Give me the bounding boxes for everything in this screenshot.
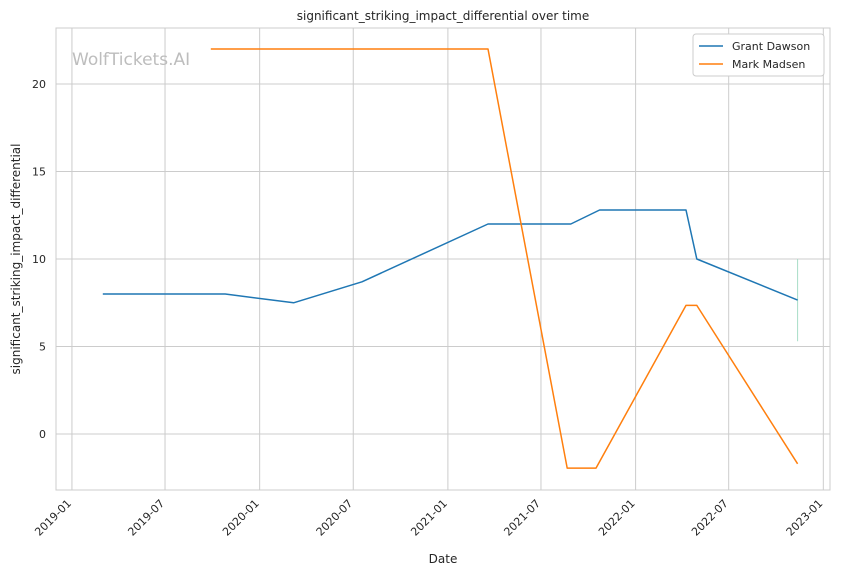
x-tick-label: 2023-01 <box>784 497 826 539</box>
y-tick-label: 5 <box>39 341 46 354</box>
legend: Grant Dawson Mark Madsen <box>692 33 825 77</box>
legend-label-grant-dawson: Grant Dawson <box>732 40 810 53</box>
x-tick-label: 2022-01 <box>596 497 638 539</box>
series-layer <box>102 48 799 469</box>
x-tick-label: 2019-07 <box>125 497 167 539</box>
grid-lines <box>56 28 830 490</box>
y-axis-title: significant_striking_impact_differential <box>9 144 23 375</box>
x-tick-label: 2021-01 <box>408 497 450 539</box>
watermark: WolfTickets.AI <box>72 50 190 70</box>
y-tick-label: 10 <box>32 253 46 266</box>
x-tick-label: 2021-07 <box>501 497 543 539</box>
series-line-grant-dawson <box>102 209 798 304</box>
x-axis-ticks: 2019-01 2019-07 2020-01 2020-07 2021-01 2021-… <box>32 497 825 539</box>
legend-box <box>692 33 825 77</box>
y-tick-label: 15 <box>32 166 46 179</box>
x-axis-title: Date <box>429 552 458 566</box>
legend-label-mark-madsen: Mark Madsen <box>732 58 805 71</box>
x-tick-label: 2020-07 <box>314 497 356 539</box>
x-tick-label: 2019-01 <box>32 497 74 539</box>
y-tick-label: 0 <box>39 428 46 441</box>
chart-title: significant_striking_impact_differential… <box>297 9 589 23</box>
y-tick-label: 20 <box>32 78 46 91</box>
series-line-mark-madsen <box>210 48 799 469</box>
x-tick-label: 2020-01 <box>220 497 262 539</box>
x-tick-label: 2022-07 <box>689 497 731 539</box>
y-axis-ticks: 0 5 10 15 20 <box>32 78 46 441</box>
